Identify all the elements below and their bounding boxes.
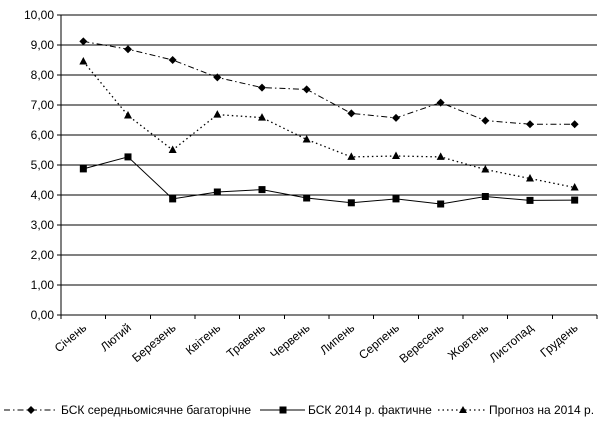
legend-marker-diamond-icon [27, 406, 35, 414]
x-tick-label: Лютий [98, 321, 134, 355]
x-tick-label: Серпень [356, 321, 402, 363]
data-point-square [392, 195, 400, 203]
legend-label-2: Прогноз на 2014 р. [489, 403, 594, 417]
x-tick-label: Вересень [397, 321, 447, 366]
data-point-triangle [168, 145, 177, 153]
series-group [79, 37, 579, 208]
data-point-diamond [302, 85, 311, 94]
series-1 [79, 153, 579, 208]
data-point-diamond [526, 120, 534, 129]
legend-label-1: БСК 2014 р. фактичне [308, 403, 432, 417]
y-tick-label: 9,00 [31, 38, 55, 52]
data-point-triangle [213, 110, 222, 118]
y-tick-label: 8,00 [31, 68, 55, 82]
series-0 [79, 37, 579, 129]
data-point-triangle [570, 183, 579, 191]
series-line-1 [83, 156, 575, 205]
data-point-square [347, 199, 355, 207]
y-tick-label: 4,00 [31, 188, 55, 202]
data-point-square [303, 194, 311, 202]
data-point-diamond [347, 109, 356, 118]
x-tick-label: Липень [317, 321, 357, 358]
gridlines [61, 14, 597, 286]
data-point-diamond [436, 98, 445, 107]
legend-entry-2: Прогноз на 2014 р. [438, 403, 594, 417]
y-tick-label: 0,00 [31, 308, 55, 322]
legend-label-0: БСК середньомісячне багаторічне [61, 403, 251, 417]
y-tick-label: 1,00 [31, 278, 55, 292]
data-point-square [213, 188, 221, 196]
data-point-square [571, 196, 579, 204]
data-point-triangle [347, 152, 356, 160]
data-point-square [124, 153, 132, 161]
x-tick-label: Жовтень [445, 321, 491, 363]
x-tick-label: Квітень [183, 321, 223, 358]
series-2 [79, 57, 579, 191]
y-tick-label: 7,00 [31, 98, 55, 112]
y-tick-label: 6,00 [31, 128, 55, 142]
data-point-triangle [258, 113, 266, 121]
x-tick-label: Грудень [537, 321, 580, 360]
x-tick-label: Листопад [486, 321, 535, 366]
y-tick-label: 5,00 [31, 158, 55, 172]
data-point-square [481, 193, 489, 200]
data-point-diamond [168, 56, 177, 64]
x-tick-label: Березень [129, 321, 178, 366]
data-point-triangle [436, 152, 445, 160]
data-point-diamond [124, 45, 132, 54]
x-tick-label: Травень [224, 321, 268, 361]
data-point-triangle [481, 165, 490, 173]
data-point-diamond [79, 37, 88, 46]
data-point-diamond [570, 120, 579, 129]
y-tick-label: 2,00 [31, 248, 55, 262]
legend-marker-square-icon [279, 406, 287, 414]
y-tick-label: 10,00 [24, 8, 54, 22]
legend-entry-1: БСК 2014 р. фактичне [260, 403, 432, 417]
data-point-square [169, 195, 177, 203]
data-point-triangle [124, 111, 132, 119]
data-point-square [79, 165, 87, 173]
data-point-square [258, 186, 266, 194]
data-point-square [437, 200, 445, 208]
data-point-diamond [258, 83, 266, 92]
data-point-triangle [302, 135, 311, 143]
y-tick-labels: 0,00 1,00 2,00 3,00 4,00 5,00 6,00 7,00 8,00 9,00… [24, 8, 54, 322]
data-point-square [526, 196, 534, 204]
data-point-triangle [526, 174, 534, 182]
y-tick-label: 3,00 [31, 218, 55, 232]
data-point-diamond [481, 116, 490, 125]
legend-entry-0: БСК середньомісячне багаторічне [4, 403, 251, 417]
series-line-2 [82, 61, 575, 189]
x-tick-label: Червень [267, 321, 312, 362]
data-point-triangle [79, 57, 88, 65]
data-point-triangle [392, 151, 400, 159]
data-point-diamond [213, 73, 222, 82]
x-tick-label: Січень [52, 321, 89, 356]
legend: БСК середньомісячне багаторічне БСК 2014… [4, 403, 594, 417]
legend-marker-triangle-icon [459, 406, 467, 413]
series-line-0 [83, 40, 575, 125]
data-point-diamond [392, 113, 400, 122]
axes [57, 14, 598, 319]
